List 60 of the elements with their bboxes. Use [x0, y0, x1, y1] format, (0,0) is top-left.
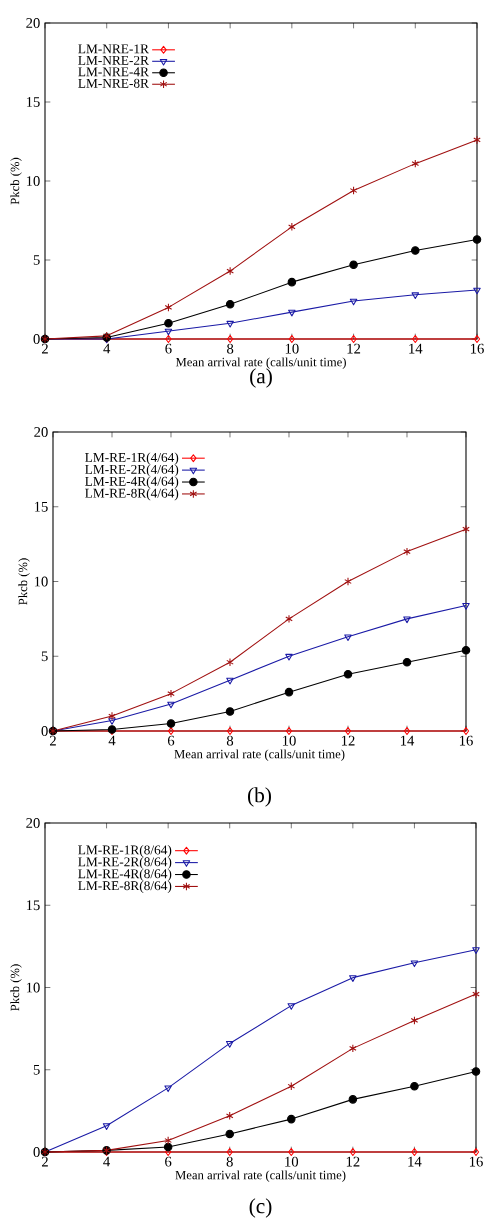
- x-tick-label: 2: [49, 735, 56, 746]
- y-tick-label: 0: [41, 726, 48, 736]
- legend-label: LM-NRE-2R: [78, 55, 149, 65]
- text: (c): [249, 1198, 272, 1218]
- legend-label: LM-RE-8R(4/64): [85, 488, 179, 501]
- y-tick-label: 5: [41, 651, 48, 662]
- x-tick-label: 6: [165, 343, 172, 354]
- legend-label: LM-RE-1R(4/64): [85, 452, 179, 465]
- y-tick-label: 10: [26, 982, 40, 993]
- x-tick-label: 10: [285, 343, 299, 354]
- y-tick-label: 15: [26, 900, 40, 911]
- y-tick-label: 15: [26, 97, 40, 107]
- legend-label: LM-RE-4R(8/64): [78, 868, 172, 881]
- x-tick-label: 10: [285, 1156, 299, 1167]
- x-tick-label: 8: [226, 1156, 233, 1167]
- legend-label: LM-NRE-8R: [78, 78, 149, 88]
- x-tick-label: 2: [41, 1156, 48, 1167]
- y-tick-label: 5: [33, 1064, 40, 1075]
- y-tick-label: 15: [34, 501, 48, 512]
- x-tick-label: 14: [400, 735, 415, 746]
- legend-label: LM-NRE-4R: [78, 67, 149, 77]
- y-tick-label: 5: [33, 255, 40, 265]
- x-tick-label: 6: [165, 1156, 172, 1167]
- x-axis-title: Mean arrival rate (calls/unit time): [174, 749, 345, 761]
- x-tick-label: 4: [103, 343, 111, 354]
- y-axis-title: Pkcb (%): [10, 964, 22, 1011]
- x-tick-label: 4: [108, 735, 116, 746]
- x-tick-label: 16: [469, 1156, 483, 1167]
- text: (b): [248, 787, 271, 807]
- x-tick-label: 8: [227, 343, 234, 354]
- x-tick-label: 14: [408, 1156, 422, 1167]
- x-axis-title: Mean arrival rate (calls/unit time): [175, 357, 346, 369]
- legend-label: LM-RE-4R(4/64): [85, 476, 179, 489]
- x-axis-title: Mean arrival rate (calls/unit time): [175, 1170, 346, 1182]
- y-tick-label: 0: [33, 1147, 40, 1157]
- legend-label: LM-RE-2R(4/64): [85, 464, 179, 477]
- y-axis-title: Pkcb (%): [10, 157, 22, 205]
- y-tick-label: 20: [26, 818, 40, 828]
- x-tick-label: 14: [409, 343, 423, 354]
- y-tick-label: 10: [34, 576, 48, 587]
- text: (a): [250, 368, 272, 388]
- legend-label: LM-NRE-1R: [78, 44, 149, 54]
- legend-label: LM-RE-1R(8/64): [78, 845, 172, 858]
- y-axis-title: Pkcb (%): [18, 558, 30, 605]
- legend-label: LM-RE-8R(8/64): [78, 880, 172, 893]
- x-tick-label: 16: [459, 735, 473, 746]
- x-tick-label: 10: [282, 735, 296, 746]
- x-tick-label: 6: [167, 735, 175, 746]
- x-tick-label: 8: [226, 735, 234, 746]
- y-tick-label: 0: [33, 334, 40, 344]
- y-tick-label: 20: [34, 427, 48, 437]
- x-tick-label: 12: [346, 1156, 360, 1167]
- y-tick-label: 10: [26, 176, 40, 186]
- x-tick-label: 2: [41, 343, 48, 354]
- x-tick-label: 4: [103, 1156, 111, 1167]
- x-tick-label: 16: [470, 343, 484, 354]
- x-tick-label: 12: [347, 343, 361, 354]
- legend-label: LM-RE-2R(8/64): [78, 856, 172, 870]
- x-tick-label: 12: [341, 735, 355, 746]
- y-tick-label: 20: [26, 18, 40, 28]
